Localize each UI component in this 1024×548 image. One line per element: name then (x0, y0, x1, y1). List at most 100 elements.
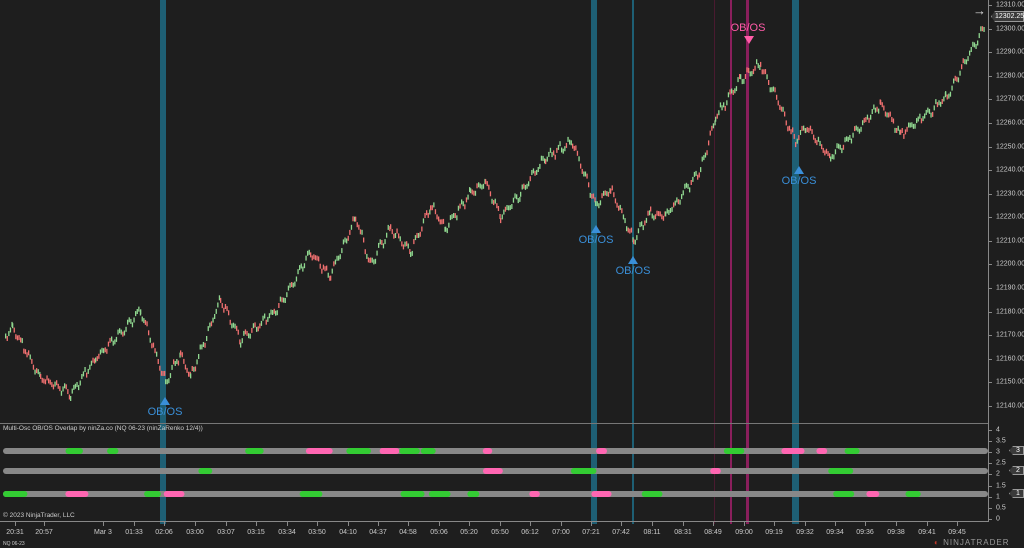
price-tick (988, 217, 992, 219)
renko-brick (127, 319, 129, 325)
renko-brick (74, 383, 77, 389)
renko-brick (314, 255, 317, 261)
renko-brick (516, 194, 518, 200)
renko-brick (901, 128, 903, 133)
renko-brick (364, 249, 366, 255)
renko-brick (401, 241, 403, 247)
renko-brick (634, 239, 636, 245)
price-label: 12310.00 (996, 1, 1024, 9)
renko-brick (111, 336, 113, 342)
renko-brick (819, 140, 821, 146)
renko-brick (228, 310, 230, 316)
time-tick (835, 522, 836, 526)
renko-brick (214, 314, 216, 319)
renko-brick (300, 263, 302, 269)
time-label: 08:49 (704, 529, 722, 536)
renko-brick (788, 125, 791, 131)
renko-brick (740, 74, 742, 80)
renko-brick (900, 129, 902, 135)
renko-brick (15, 334, 17, 340)
copyright: © 2023 NinjaTrader, LLC (3, 512, 75, 519)
renko-brick (43, 378, 45, 384)
time-tick (561, 522, 562, 526)
osc-axis-label: 4 (996, 426, 1000, 434)
renko-brick (470, 188, 472, 194)
oscillator-panel[interactable] (0, 424, 988, 524)
renko-brick (708, 140, 710, 146)
renko-brick (933, 105, 935, 111)
osc-axis-label: 1 (996, 493, 1000, 501)
renko-brick (945, 91, 947, 97)
renko-brick (556, 147, 558, 153)
renko-brick (406, 241, 408, 247)
renko-brick (586, 173, 588, 179)
signal-highlight (746, 0, 749, 423)
renko-brick (924, 113, 926, 119)
renko-brick (674, 200, 676, 206)
renko-brick (868, 117, 870, 123)
renko-brick (619, 204, 621, 210)
renko-brick (880, 99, 882, 105)
price-chart[interactable] (0, 0, 988, 423)
renko-brick (459, 203, 461, 209)
renko-brick (790, 129, 792, 135)
renko-brick (679, 199, 681, 205)
renko-brick (863, 117, 865, 123)
renko-brick (668, 209, 670, 215)
renko-brick (427, 212, 429, 218)
renko-brick (381, 240, 383, 245)
renko-brick (772, 86, 775, 92)
renko-brick (29, 354, 31, 360)
renko-brick (367, 257, 370, 263)
renko-brick (751, 71, 753, 77)
time-tick (164, 522, 165, 526)
renko-brick (48, 378, 50, 384)
time-label: 02:06 (155, 529, 173, 536)
price-label: 12160.00 (996, 355, 1024, 363)
renko-brick (573, 145, 575, 151)
renko-brick (157, 359, 159, 364)
renko-brick (262, 315, 264, 321)
renko-brick (109, 337, 111, 343)
renko-brick (659, 211, 661, 217)
renko-brick (391, 229, 393, 235)
renko-brick (166, 379, 168, 385)
renko-brick (873, 104, 875, 110)
time-tick (195, 522, 196, 526)
renko-brick (684, 183, 686, 189)
renko-brick (39, 371, 41, 377)
renko-brick (457, 205, 460, 211)
renko-brick (618, 205, 620, 211)
renko-brick (626, 226, 628, 232)
renko-brick (749, 71, 751, 77)
renko-brick (698, 172, 700, 178)
renko-brick (439, 219, 441, 225)
renko-brick (953, 78, 955, 84)
renko-brick (159, 365, 161, 371)
renko-brick (65, 384, 67, 390)
renko-brick (386, 232, 388, 238)
renko-brick (267, 316, 269, 322)
renko-brick (639, 222, 641, 228)
renko-brick (177, 360, 180, 366)
renko-brick (212, 317, 214, 323)
renko-brick (601, 193, 603, 199)
renko-brick (700, 167, 702, 173)
renko-brick (866, 114, 869, 120)
renko-brick (614, 198, 617, 204)
renko-brick (716, 113, 718, 119)
time-label: 04:37 (369, 529, 387, 536)
renko-brick (237, 329, 239, 335)
renko-brick (275, 310, 277, 316)
renko-brick (654, 214, 657, 220)
renko-brick (894, 127, 896, 133)
renko-brick (969, 50, 971, 56)
renko-brick (473, 190, 475, 196)
renko-brick (283, 297, 285, 303)
renko-brick (759, 65, 761, 70)
renko-brick (844, 137, 846, 143)
renko-brick (852, 132, 854, 138)
renko-brick (599, 200, 602, 206)
renko-brick (173, 359, 175, 365)
scroll-right-arrow-icon[interactable]: → (973, 3, 986, 18)
